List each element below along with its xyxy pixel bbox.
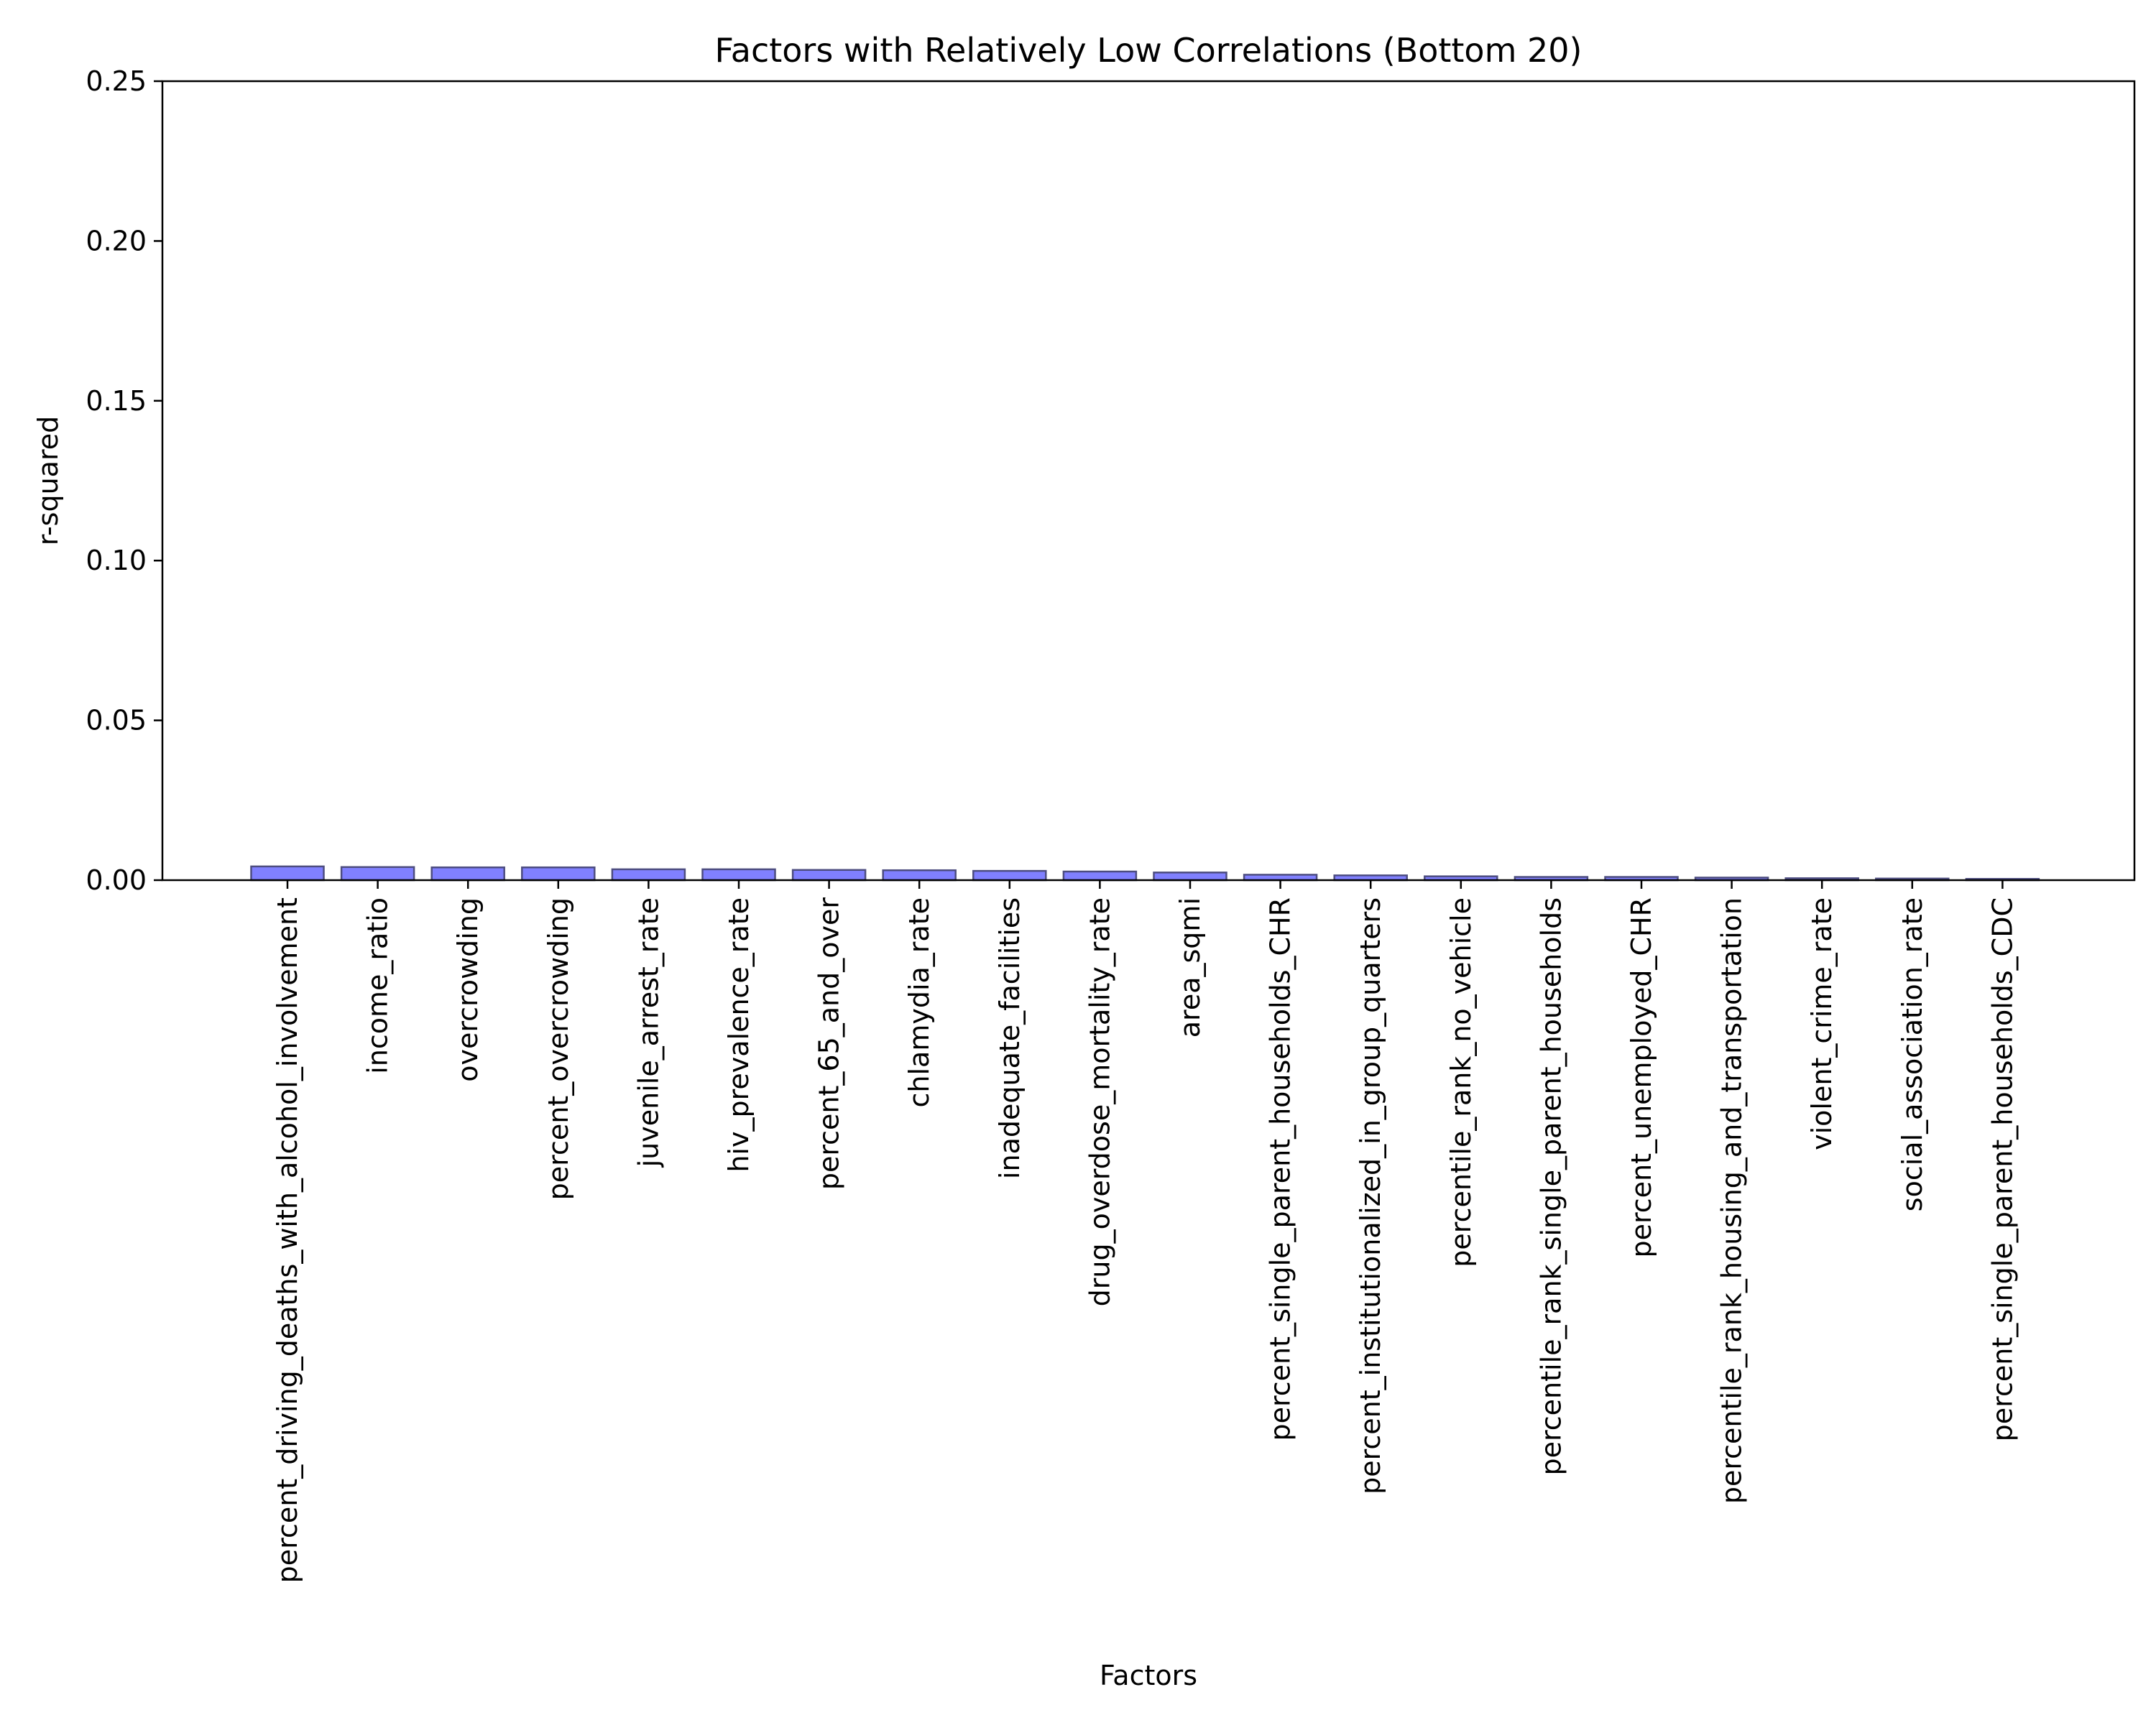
bar [882, 869, 957, 882]
x-tick-label: percent_institutionalized_in_group_quart… [1355, 897, 1386, 1494]
x-tick-label: violent_crime_rate [1806, 897, 1838, 1150]
y-tick-label: 0.00 [86, 864, 147, 896]
bars-group [250, 865, 2040, 882]
x-tick-label: overcrowding [452, 897, 484, 1082]
y-tick-label: 0.10 [86, 545, 147, 576]
x-tick-label: percent_unemployed_CHR [1626, 897, 1657, 1258]
x-tick-label: percent_overcrowding [543, 897, 574, 1200]
y-tick-label: 0.05 [86, 705, 147, 736]
y-tick-label: 0.25 [86, 65, 147, 97]
x-tick-label: juvenile_arrest_rate [632, 897, 664, 1168]
y-tick-label: 0.15 [86, 385, 147, 417]
x-tick-label: percent_driving_deaths_with_alcohol_invo… [272, 897, 303, 1583]
bar [340, 866, 415, 882]
bar [430, 866, 505, 882]
bar [1062, 870, 1138, 882]
y-tick-label: 0.20 [86, 225, 147, 257]
x-axis: percent_driving_deaths_with_alcohol_invo… [272, 880, 2018, 1583]
x-tick-label: inadequate_facilities [994, 897, 1026, 1179]
bar [611, 868, 686, 882]
bar [521, 866, 596, 882]
bar [1153, 872, 1227, 882]
x-tick-label: income_ratio [362, 897, 394, 1074]
x-tick-label: area_sqmi [1174, 897, 1206, 1038]
y-axis-label: r-squared [32, 416, 64, 545]
x-tick-label: drug_overdose_mortality_rate [1084, 897, 1115, 1306]
plot-frame [161, 80, 2136, 882]
bar [701, 868, 776, 882]
x-tick-label: hiv_prevalence_rate [723, 897, 755, 1173]
x-tick-label: percent_65_and_over [814, 897, 845, 1191]
x-tick-label: percentile_rank_housing_and_transportati… [1716, 897, 1748, 1504]
chart-title: Factors with Relatively Low Correlations… [715, 31, 1583, 70]
x-tick-label: percent_single_parent_households_CDC [1986, 897, 2018, 1441]
x-tick-label: percentile_rank_no_vehicle [1445, 897, 1477, 1267]
y-axis: 0.00 0.05 0.10 0.15 0.20 0.25 [86, 65, 162, 896]
bar [972, 869, 1047, 882]
x-tick-label: percentile_rank_single_parent_households [1535, 897, 1567, 1476]
x-tick-label: social_association_rate [1897, 897, 1928, 1211]
x-axis-label: Factors [1100, 1660, 1197, 1691]
x-tick-label: chlamydia_rate [903, 897, 935, 1107]
bar [791, 869, 867, 882]
x-tick-label: percent_single_parent_households_CHR [1265, 897, 1296, 1441]
bar [250, 865, 325, 882]
